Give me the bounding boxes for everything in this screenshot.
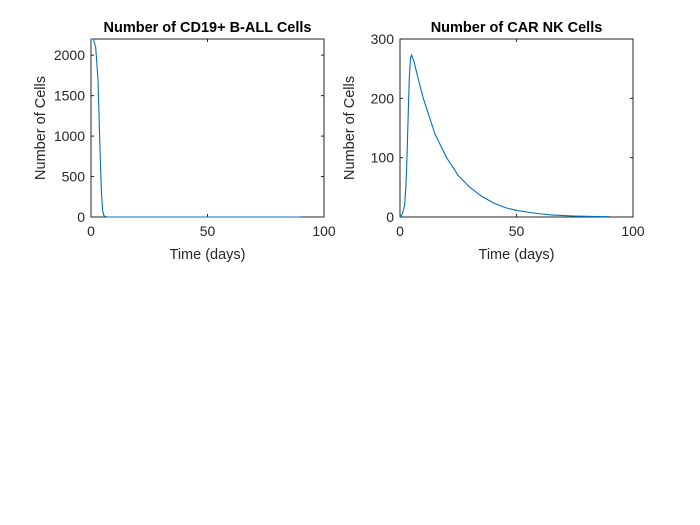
chart-title: Number of CAR NK Cells bbox=[431, 20, 603, 36]
x-tick-label: 0 bbox=[396, 223, 404, 239]
y-tick-label: 0 bbox=[386, 209, 394, 225]
x-tick-label: 0 bbox=[87, 223, 95, 239]
x-axis-label: Time (days) bbox=[170, 247, 246, 263]
x-tick-label: 100 bbox=[312, 223, 336, 239]
x-tick-label: 50 bbox=[200, 223, 216, 239]
y-tick-label: 300 bbox=[371, 31, 395, 47]
series-line bbox=[91, 38, 301, 218]
y-axis-label: Number of Cells bbox=[33, 76, 49, 180]
y-tick-label: 100 bbox=[371, 150, 395, 166]
plot-area bbox=[399, 38, 634, 218]
y-tick-label: 1000 bbox=[54, 128, 85, 144]
chart-panel-2: 0 50 100 0 100 200 300 Number of CAR NK Cells Ti… bbox=[342, 20, 645, 263]
y-axis-label: Number of Cells bbox=[342, 76, 358, 180]
x-axis-label: Time (days) bbox=[479, 247, 555, 263]
y-tick-label: 0 bbox=[77, 209, 85, 225]
y-tick-label: 1500 bbox=[54, 88, 85, 104]
chart-title: Number of CD19+ B-ALL Cells bbox=[103, 20, 311, 36]
x-tick-label: 50 bbox=[509, 223, 525, 239]
y-tick-label: 2000 bbox=[54, 47, 85, 63]
x-tick-label: 100 bbox=[621, 223, 645, 239]
y-tick-label: 200 bbox=[371, 90, 395, 106]
series-line bbox=[399, 53, 610, 218]
plot-area bbox=[90, 38, 325, 218]
y-tick-label: 500 bbox=[62, 169, 86, 185]
